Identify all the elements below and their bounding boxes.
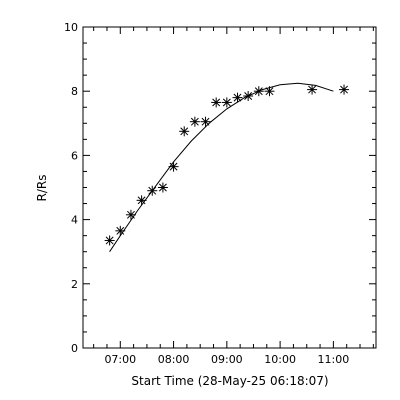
asterisk-stroke: [265, 87, 274, 96]
data-point: [211, 97, 222, 108]
asterisk-stroke: [158, 183, 167, 192]
data-point: [136, 195, 147, 206]
data-point: [168, 161, 179, 172]
y-tick-labels: 0 2 4 6 8 10: [64, 21, 78, 355]
y-tick-label: 10: [64, 21, 78, 34]
fit-curve: [109, 82, 334, 252]
asterisk-stroke: [308, 85, 317, 94]
data-point: [264, 86, 275, 97]
y-tick-label: 6: [71, 149, 78, 162]
asterisk-stroke: [126, 210, 135, 219]
asterisk-stroke: [222, 98, 231, 107]
x-tick-labels: 07:00 08:00 09:00 10:00 11:00: [104, 353, 349, 366]
asterisk-stroke: [201, 117, 210, 126]
x-tick-label: 07:00: [104, 353, 136, 366]
asterisk-stroke: [148, 186, 157, 195]
asterisk-stroke: [180, 127, 189, 136]
asterisk-stroke: [169, 162, 178, 171]
data-point: [115, 225, 126, 236]
y-tick-label: 4: [71, 214, 78, 227]
asterisk-stroke: [233, 93, 242, 102]
asterisk-stroke: [190, 117, 199, 126]
tick-marks: [83, 26, 376, 349]
x-tick-label: 11:00: [318, 353, 350, 366]
data-point: [157, 182, 168, 193]
asterisk-stroke: [212, 98, 221, 107]
asterisk-stroke: [254, 87, 263, 96]
asterisk-stroke: [340, 85, 348, 94]
data-point: [125, 209, 136, 220]
markers-layer: [104, 84, 350, 246]
asterisk-stroke: [244, 92, 253, 100]
y-tick-label: 0: [71, 342, 78, 355]
y-tick-label: 2: [71, 278, 78, 291]
data-point: [339, 84, 350, 95]
x-tick-label: 09:00: [211, 353, 243, 366]
data-point: [179, 126, 190, 137]
asterisk-stroke: [137, 196, 146, 205]
data-point: [104, 235, 115, 246]
y-tick-label: 8: [71, 85, 78, 98]
y-axis-label: R/Rs: [35, 175, 49, 202]
x-tick-label: 10:00: [264, 353, 296, 366]
data-point: [243, 91, 254, 102]
data-point: [307, 84, 318, 95]
data-point: [253, 86, 264, 97]
data-point: [232, 92, 243, 103]
data-point: [221, 97, 232, 108]
x-tick-label: 08:00: [158, 353, 190, 366]
plot-border: [82, 26, 377, 349]
asterisk-stroke: [116, 226, 125, 235]
asterisk-stroke: [105, 236, 114, 245]
fit-curve-layer: [109, 82, 334, 252]
x-axis-label: Start Time (28-May-25 06:18:07): [131, 374, 328, 388]
data-point: [147, 185, 158, 196]
data-point: [189, 116, 200, 127]
data-point: [200, 116, 211, 127]
plot-frame: [82, 26, 377, 349]
